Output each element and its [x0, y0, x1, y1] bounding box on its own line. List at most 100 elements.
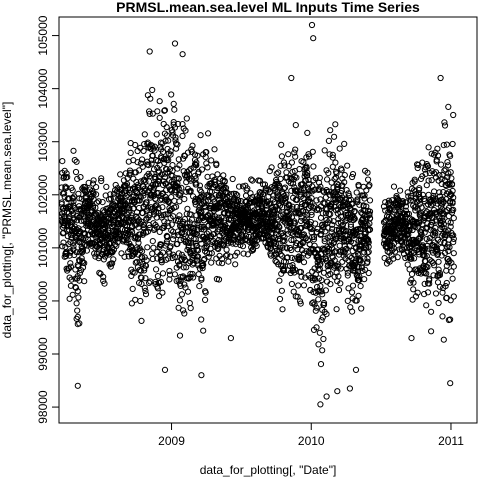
data-point	[183, 224, 190, 231]
outlier-point	[161, 366, 169, 373]
data-point	[185, 244, 192, 251]
data-point	[95, 225, 102, 232]
data-point	[194, 152, 201, 159]
data-point	[159, 270, 167, 277]
data-point	[331, 257, 338, 264]
data-point	[167, 243, 174, 250]
data-point	[127, 149, 134, 156]
data-point	[269, 218, 276, 225]
data-point	[290, 180, 297, 187]
data-point	[423, 302, 430, 309]
data-point	[404, 189, 411, 196]
data-point	[181, 281, 188, 288]
data-point	[241, 236, 248, 244]
outlier-point	[171, 40, 179, 47]
data-point	[142, 178, 149, 185]
data-point	[160, 120, 167, 128]
data-point	[112, 181, 119, 189]
data-point	[447, 169, 454, 176]
data-point	[222, 184, 230, 192]
data-point	[275, 169, 282, 176]
data-point	[349, 173, 356, 181]
data-point	[365, 176, 372, 183]
outlier-point	[310, 35, 317, 42]
data-point	[357, 257, 364, 264]
data-point	[320, 301, 328, 308]
data-point	[296, 255, 303, 262]
data-point	[212, 178, 219, 185]
data-point	[303, 222, 310, 229]
data-point	[220, 241, 227, 248]
data-point	[76, 214, 84, 221]
data-point	[445, 259, 452, 266]
data-point	[406, 266, 413, 273]
data-point	[180, 307, 187, 314]
data-point	[133, 258, 141, 265]
data-point	[142, 291, 150, 298]
data-point	[219, 260, 226, 267]
outlier-point	[198, 372, 205, 379]
data-point	[316, 206, 323, 213]
data-point	[167, 151, 174, 158]
data-point	[100, 273, 107, 280]
data-point	[161, 222, 168, 229]
data-point	[446, 257, 453, 264]
data-point	[191, 253, 198, 260]
chart-title: PRMSL.mean.sea.level ML Inputs Time Seri…	[116, 0, 420, 15]
data-point	[333, 170, 340, 177]
data-point	[344, 162, 351, 169]
data-point	[432, 290, 440, 297]
data-point	[259, 191, 267, 198]
data-point	[450, 111, 457, 119]
data-point	[329, 225, 336, 232]
data-point	[447, 199, 454, 206]
data-point	[304, 169, 311, 176]
data-point	[449, 187, 456, 195]
data-point	[448, 268, 455, 275]
data-point	[168, 91, 175, 98]
data-point	[440, 336, 447, 343]
data-point	[253, 231, 260, 238]
data-point	[146, 279, 153, 286]
data-point	[385, 213, 392, 221]
data-point	[447, 223, 454, 230]
data-point	[297, 225, 304, 232]
data-point	[441, 119, 448, 126]
data-point	[128, 272, 135, 279]
data-point	[156, 114, 163, 122]
data-point	[171, 197, 178, 204]
data-point	[74, 307, 81, 314]
data-point	[289, 267, 296, 274]
data-point	[327, 281, 334, 288]
data-point	[326, 217, 333, 224]
data-point	[169, 162, 176, 169]
data-point	[203, 149, 210, 156]
data-point	[310, 236, 318, 243]
data-point	[297, 217, 304, 224]
data-point	[202, 198, 209, 205]
data-point	[279, 244, 286, 251]
data-point	[338, 167, 345, 174]
data-point	[408, 255, 415, 262]
data-point	[72, 284, 80, 291]
data-point	[319, 256, 326, 263]
data-point	[408, 271, 416, 278]
data-point	[190, 274, 197, 281]
data-point	[64, 174, 71, 181]
data-point	[218, 199, 225, 206]
data-point	[293, 174, 300, 181]
data-point	[450, 239, 457, 246]
data-point	[450, 250, 457, 257]
data-point	[346, 253, 353, 260]
data-point	[195, 253, 202, 260]
data-point	[221, 178, 228, 185]
data-point	[328, 179, 335, 186]
data-point	[90, 177, 97, 184]
data-point	[174, 165, 181, 172]
data-point	[321, 235, 328, 242]
data-point	[443, 141, 450, 148]
data-point	[165, 157, 172, 164]
data-point	[174, 240, 181, 247]
y-tick-label: 99000	[36, 337, 50, 371]
data-point	[293, 196, 301, 203]
